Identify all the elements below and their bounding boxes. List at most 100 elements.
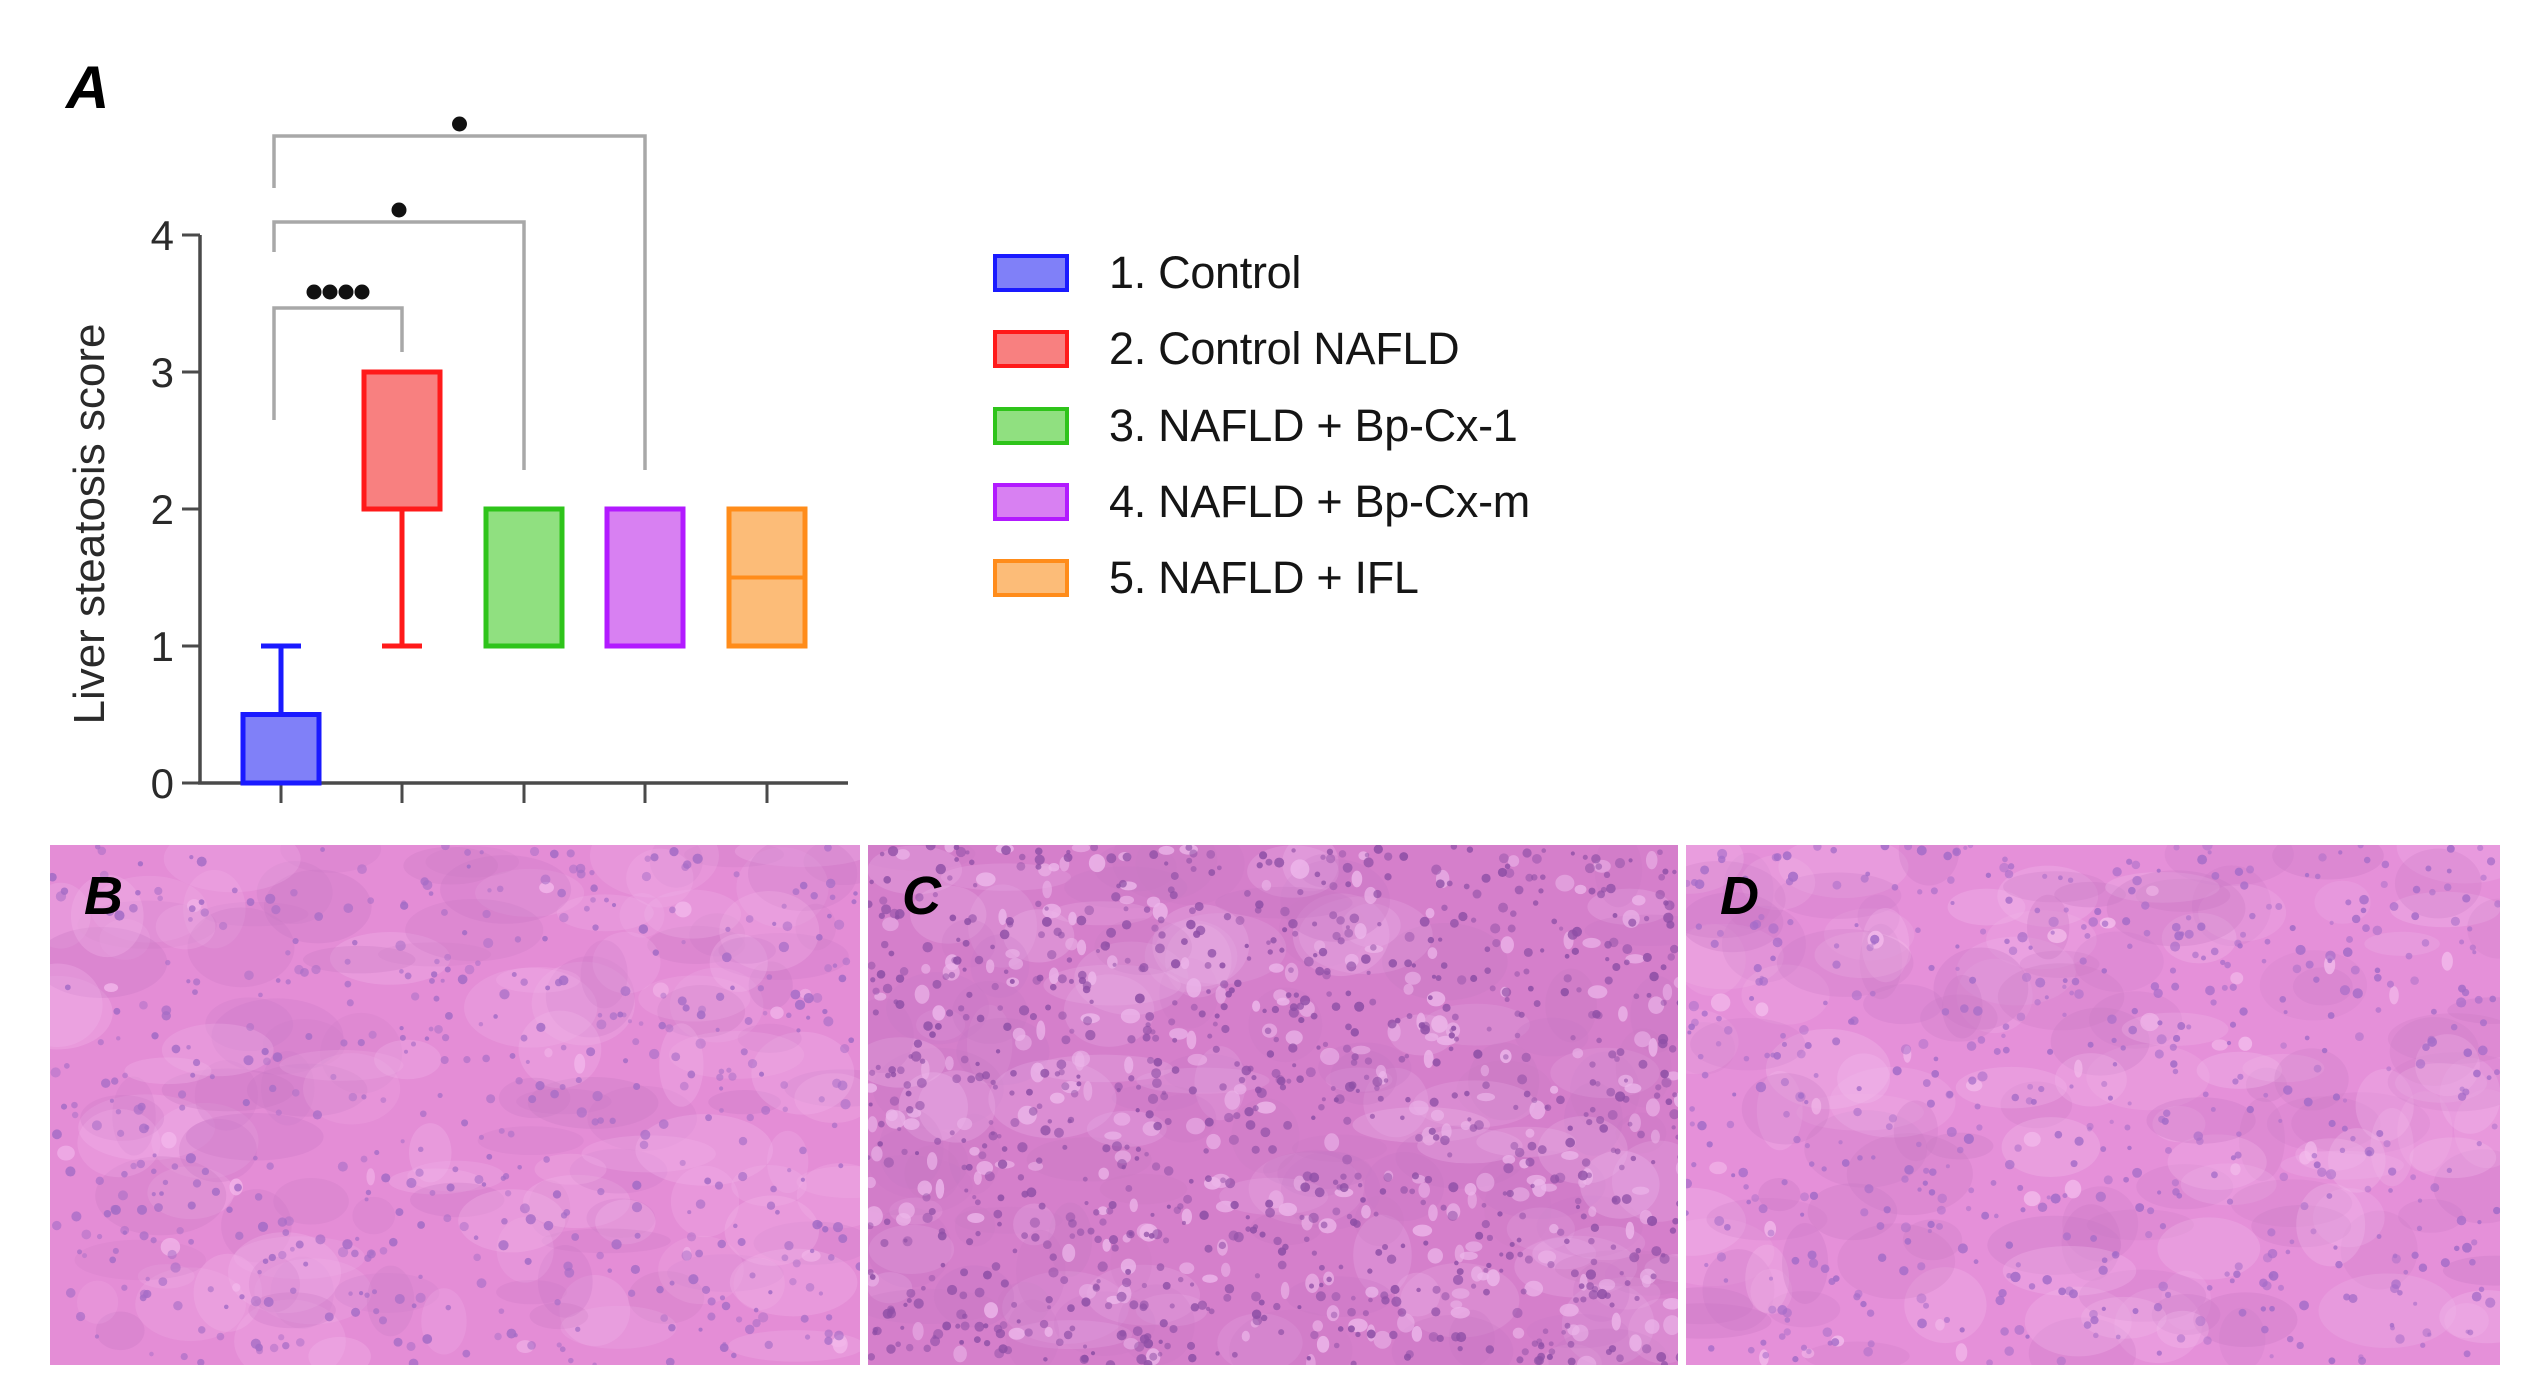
- cell-nucleus: [1373, 845, 1383, 854]
- cell-nucleus: [275, 1109, 282, 1116]
- cell-nucleus: [1782, 851, 1792, 861]
- cell-nucleus: [1018, 1005, 1030, 1016]
- fat-vacuole: [1450, 1306, 1470, 1319]
- cell-nucleus: [2127, 943, 2133, 949]
- cell-nucleus: [406, 1177, 417, 1189]
- cell-nucleus: [346, 999, 354, 1007]
- cell-nucleus: [2422, 1043, 2430, 1051]
- cell-nucleus: [563, 1261, 573, 1271]
- cell-nucleus: [403, 1049, 409, 1054]
- fat-vacuole: [1673, 976, 1678, 989]
- cell-nucleus: [903, 1238, 908, 1243]
- tissue-texture: [731, 1164, 807, 1207]
- cell-nucleus: [290, 888, 298, 897]
- fat-vacuole: [1549, 1223, 1559, 1234]
- cell-nucleus: [1043, 1357, 1048, 1362]
- cell-nucleus: [679, 1081, 689, 1091]
- tissue-texture: [1580, 1150, 1660, 1219]
- tissue-texture: [2078, 1269, 2207, 1322]
- cell-nucleus: [995, 1328, 1006, 1339]
- cell-nucleus: [1143, 1231, 1150, 1238]
- cell-nucleus: [721, 1301, 731, 1311]
- cell-nucleus: [1063, 853, 1073, 862]
- cell-nucleus: [1124, 957, 1131, 964]
- cell-nucleus: [1867, 1340, 1875, 1348]
- cell-nucleus: [669, 1280, 675, 1286]
- cell-nucleus: [1808, 1258, 1819, 1268]
- fat-vacuole: [1305, 1273, 1320, 1293]
- cell-nucleus: [597, 1117, 604, 1124]
- cell-nucleus: [883, 876, 891, 884]
- cell-nucleus: [1614, 1056, 1620, 1062]
- cell-nucleus: [1973, 1006, 1983, 1016]
- cell-nucleus: [812, 992, 823, 1003]
- cell-nucleus: [726, 1067, 732, 1073]
- tissue-texture: [76, 1280, 119, 1324]
- panel-label-b: B: [84, 866, 123, 926]
- tissue-texture: [1280, 859, 1390, 942]
- tissue-texture: [753, 1221, 860, 1265]
- cell-nucleus: [1142, 1025, 1152, 1035]
- cell-nucleus: [2469, 944, 2476, 951]
- cell-nucleus: [226, 1206, 233, 1213]
- cell-nucleus: [2093, 1332, 2099, 1339]
- fat-vacuole: [1625, 1221, 1635, 1240]
- cell-nucleus: [2238, 1308, 2247, 1317]
- y-tick-label: 3: [151, 349, 174, 396]
- tissue-texture: [155, 904, 216, 950]
- fat-vacuole: [1071, 845, 1091, 853]
- cell-nucleus: [780, 1081, 789, 1089]
- cell-nucleus: [1084, 905, 1095, 916]
- cell-nucleus: [1614, 858, 1626, 869]
- cell-nucleus: [2480, 874, 2487, 881]
- cell-nucleus: [1611, 1195, 1621, 1205]
- cell-nucleus: [922, 1212, 933, 1224]
- cell-nucleus: [1159, 1319, 1168, 1328]
- cell-nucleus: [823, 1016, 834, 1027]
- cell-nucleus: [97, 846, 107, 856]
- cell-nucleus: [733, 1223, 738, 1229]
- cell-nucleus: [2479, 1019, 2488, 1027]
- tissue-texture: [1135, 845, 1245, 906]
- cell-nucleus: [757, 985, 765, 992]
- cell-nucleus: [869, 879, 874, 885]
- cell-nucleus: [1308, 1283, 1315, 1289]
- cell-nucleus: [1332, 931, 1341, 941]
- cell-nucleus: [1111, 1141, 1122, 1152]
- histology-image-d: D: [1686, 845, 2500, 1365]
- cell-nucleus: [1391, 1296, 1402, 1307]
- cell-nucleus: [1206, 989, 1211, 994]
- cell-nucleus: [292, 937, 299, 945]
- cell-nucleus: [1499, 1268, 1504, 1273]
- cell-nucleus: [1630, 1155, 1637, 1162]
- cell-nucleus: [536, 1022, 546, 1033]
- tissue-texture: [523, 1174, 631, 1229]
- cell-nucleus: [2335, 1260, 2343, 1269]
- tissue-texture: [868, 998, 914, 1074]
- cell-nucleus: [1319, 1282, 1324, 1288]
- cell-nucleus: [1061, 1035, 1071, 1045]
- cell-nucleus: [2234, 867, 2244, 877]
- fat-vacuole: [1631, 895, 1646, 906]
- cell-nucleus: [511, 972, 517, 977]
- cell-nucleus: [1322, 970, 1331, 980]
- fat-vacuole: [366, 1168, 375, 1186]
- cell-nucleus: [2465, 1329, 2470, 1334]
- cell-nucleus: [1677, 1155, 1678, 1159]
- cell-nucleus: [2062, 1012, 2067, 1018]
- cell-nucleus: [1999, 862, 2010, 873]
- cell-nucleus: [1697, 1053, 1704, 1060]
- cell-nucleus: [1054, 1127, 1064, 1138]
- fat-vacuole: [2230, 1163, 2241, 1176]
- fat-vacuole: [1459, 1251, 1478, 1261]
- cell-nucleus: [851, 899, 857, 905]
- cell-nucleus: [1299, 1214, 1305, 1221]
- cell-nucleus: [457, 974, 468, 985]
- cell-nucleus: [1866, 1309, 1875, 1317]
- cell-nucleus: [1570, 1035, 1576, 1041]
- cell-nucleus: [1589, 1079, 1597, 1086]
- cell-nucleus: [1968, 1076, 1977, 1085]
- cell-nucleus: [137, 1102, 146, 1111]
- cell-nucleus: [1933, 1056, 1939, 1062]
- cell-nucleus: [2211, 1171, 2218, 1179]
